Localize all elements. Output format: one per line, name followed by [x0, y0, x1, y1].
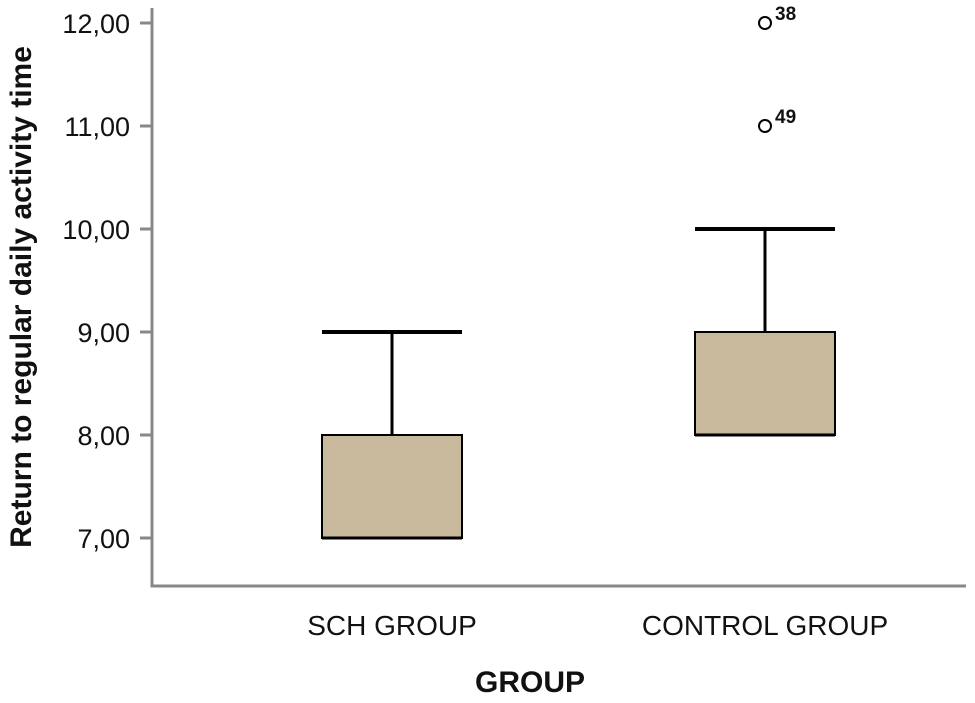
- outlier-label: 49: [775, 107, 796, 128]
- outlier-point: [758, 119, 772, 133]
- y-tick-label: 12,00: [62, 9, 130, 39]
- box-group: 38 49: [694, 4, 836, 437]
- box: [321, 434, 463, 539]
- x-axis-title: GROUP: [475, 666, 585, 699]
- box: [694, 331, 836, 436]
- y-axis: 7,00 8,00 9,00 10,00 11,00 12,00: [62, 8, 154, 586]
- plot-area: 38 49: [321, 4, 836, 540]
- box-group: [321, 330, 463, 540]
- outlier-label: 38: [775, 4, 796, 25]
- x-axis: SCH GROUP CONTROL GROUP: [150, 584, 966, 641]
- y-tick-label: 10,00: [62, 215, 130, 245]
- outlier-point: [758, 16, 772, 30]
- y-tick-label: 8,00: [77, 421, 130, 451]
- y-tick-label: 9,00: [77, 318, 130, 348]
- y-tick-label: 11,00: [64, 112, 130, 142]
- x-category-label: SCH GROUP: [307, 610, 477, 641]
- x-category-label: CONTROL GROUP: [642, 610, 888, 641]
- y-axis-title: Return to regular daily activity time: [5, 46, 38, 548]
- y-tick-label: 7,00: [77, 524, 130, 554]
